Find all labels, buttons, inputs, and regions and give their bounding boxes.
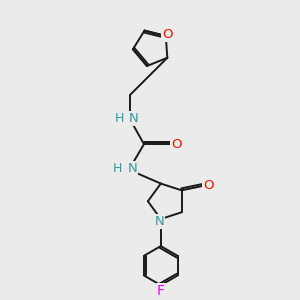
Text: O: O (171, 138, 182, 151)
Text: O: O (162, 28, 172, 41)
Text: N: N (154, 215, 164, 228)
Text: N: N (128, 162, 137, 175)
Text: O: O (203, 179, 214, 192)
Text: H: H (114, 112, 124, 125)
Text: F: F (157, 284, 165, 298)
Text: N: N (129, 112, 139, 125)
Text: H: H (113, 162, 122, 175)
